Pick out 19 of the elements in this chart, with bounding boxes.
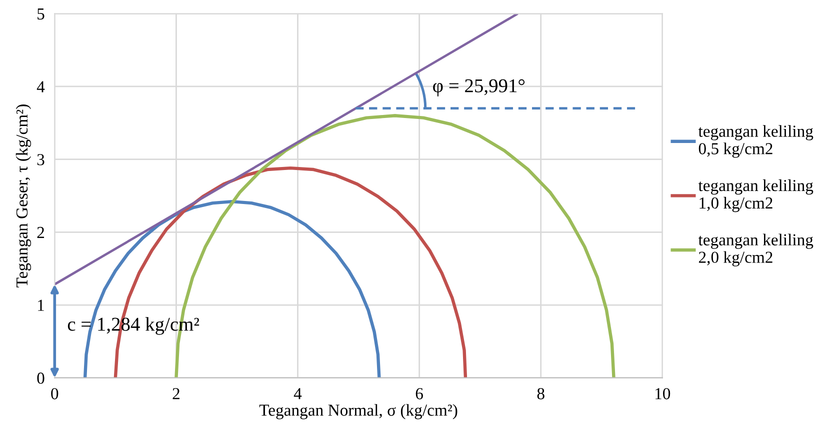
y-tick-label: 4 [36, 81, 45, 92]
annotation: φ = 25,991° [433, 79, 525, 96]
legend-label: tegangan keliling 0,5 kg/cm2 [698, 125, 814, 158]
x-tick-label: 6 [416, 388, 423, 400]
legend-label: tegangan keliling 2,0 kg/cm2 [698, 234, 814, 266]
x-tick-label: 10 [656, 388, 670, 400]
x-tick-label: 0 [51, 388, 58, 400]
y-axis-title: Tegangan Geser, τ (kg/cm²) [16, 104, 32, 288]
line-series [83, 200, 381, 378]
x-tick-label: 8 [537, 388, 544, 400]
x-tick-label: 4 [294, 388, 302, 400]
legend-label: tegangan keliling 1,0 kg/cm2 [698, 179, 814, 212]
y-tick-label: 3 [37, 154, 44, 166]
x-axis-title: Tegangan Normal, σ (kg/cm²) [259, 404, 458, 420]
y-tick-label: 2 [37, 226, 44, 238]
y-tick-label: 5 [38, 8, 44, 20]
y-tick-label: 0 [37, 372, 44, 384]
y-tick-label: 1 [38, 300, 44, 311]
x-tick-label: 2 [172, 388, 180, 400]
